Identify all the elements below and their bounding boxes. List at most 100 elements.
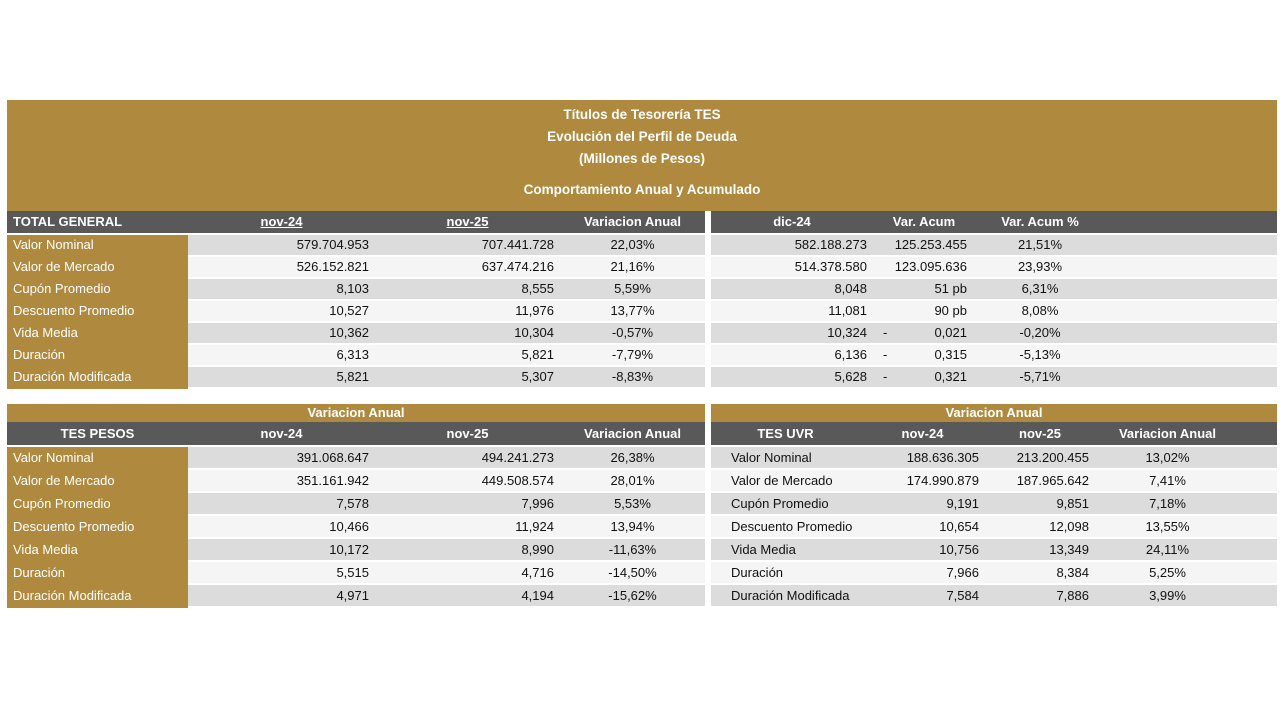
- cell-dic24: 514.378.580: [711, 257, 873, 279]
- row-label: Duración Modificada: [7, 585, 188, 608]
- row-label: Valor Nominal: [7, 235, 188, 257]
- table-title-total-general: TOTAL GENERAL: [7, 211, 188, 233]
- table-row: Duración Modificada 4,971 4,194 -15,62%: [7, 585, 705, 608]
- cell-nov25: 5,307: [375, 367, 560, 389]
- cell-variacion-anual: 21,16%: [560, 257, 705, 279]
- cell-empty: [1105, 323, 1277, 345]
- row-label: Descuento Promedio: [7, 516, 188, 539]
- row-label: Cupón Promedio: [711, 493, 860, 516]
- table-title-tes-pesos: TES PESOS: [7, 422, 188, 445]
- table-row: Cupón Promedio 8,103 8,555 5,59% 8,048 5…: [7, 279, 1277, 301]
- cell-empty: [1105, 301, 1277, 323]
- column-header-filler: [1105, 211, 1277, 233]
- table-row: Valor Nominal 579.704.953 707.441.728 22…: [7, 235, 1277, 257]
- row-label: Valor Nominal: [711, 447, 860, 470]
- table-row: Vida Media 10,172 8,990 -11,63%: [7, 539, 705, 562]
- var-acum-value: 0,021: [934, 325, 967, 340]
- cell-nov24: 7,584: [860, 585, 985, 608]
- row-label: Duración: [711, 562, 860, 585]
- cell-nov25: 11,976: [375, 301, 560, 323]
- row-label: Vida Media: [7, 539, 188, 562]
- table-row: Vida Media 10,362 10,304 -0,57% 10,324 -…: [7, 323, 1277, 345]
- tes-uvr-header-row: TES UVR nov-24 nov-25 Variacion Anual: [711, 422, 1277, 445]
- cell-variacion-anual: -14,50%: [560, 562, 705, 585]
- cell-empty: [1105, 345, 1277, 367]
- cell-nov24: 7,578: [188, 493, 375, 516]
- row-label: Valor Nominal: [7, 447, 188, 470]
- cell-variacion-anual: 7,41%: [1095, 470, 1240, 493]
- cell-nov25: 10,304: [375, 323, 560, 345]
- cell-nov25: 4,194: [375, 585, 560, 608]
- cell-nov24: 10,362: [188, 323, 375, 345]
- cell-empty: [1105, 257, 1277, 279]
- cell-variacion-anual: 13,02%: [1095, 447, 1240, 470]
- var-acum-value: 123.095.636: [894, 259, 967, 274]
- table-row: Valor de Mercado 526.152.821 637.474.216…: [7, 257, 1277, 279]
- cell-nov25: 637.474.216: [375, 257, 560, 279]
- accounting-minus-sign: -: [883, 369, 888, 384]
- cell-var-acum: - 0,315: [873, 345, 975, 367]
- cell-var-acum-pct: 21,51%: [975, 235, 1105, 257]
- tes-uvr-table: Variacion Anual TES UVR nov-24 nov-25 Va…: [711, 404, 1277, 608]
- cell-nov25: 8,555: [375, 279, 560, 301]
- table-row: Valor Nominal 391.068.647 494.241.273 26…: [7, 447, 705, 470]
- cell-var-acum-pct: -5,71%: [975, 367, 1105, 389]
- cell-dic24: 6,136: [711, 345, 873, 367]
- cell-nov24: 579.704.953: [188, 235, 375, 257]
- table-row: Duración 6,313 5,821 -7,79% 6,136 - 0,31…: [7, 345, 1277, 367]
- cell-nov25: 7,886: [985, 585, 1095, 608]
- accounting-minus-sign: [873, 301, 883, 321]
- cell-empty: [1240, 562, 1277, 585]
- cell-nov24: 9,191: [860, 493, 985, 516]
- row-label: Vida Media: [711, 539, 860, 562]
- cell-variacion-anual: -7,79%: [560, 345, 705, 367]
- cell-nov24: 10,466: [188, 516, 375, 539]
- row-label: Descuento Promedio: [7, 301, 188, 323]
- cell-nov25: 13,349: [985, 539, 1095, 562]
- var-acum-value: 90 pb: [934, 303, 967, 318]
- cell-empty: [1240, 516, 1277, 539]
- cell-variacion-anual: -15,62%: [560, 585, 705, 608]
- accounting-minus-sign: [873, 257, 883, 277]
- cell-variacion-anual: 13,55%: [1095, 516, 1240, 539]
- cell-var-acum: 90 pb: [873, 301, 975, 323]
- row-label: Duración Modificada: [711, 585, 860, 608]
- cell-var-acum: 123.095.636: [873, 257, 975, 279]
- cell-variacion-anual: 13,77%: [560, 301, 705, 323]
- cell-empty: [1240, 470, 1277, 493]
- cell-nov25: 187.965.642: [985, 470, 1095, 493]
- table-row: Vida Media 10,756 13,349 24,11%: [711, 539, 1277, 562]
- cell-dic24: 5,628: [711, 367, 873, 389]
- cell-nov25: 494.241.273: [375, 447, 560, 470]
- cell-nov25: 8,384: [985, 562, 1095, 585]
- cell-variacion-anual: 13,94%: [560, 516, 705, 539]
- table-row: Duración Modificada 7,584 7,886 3,99%: [711, 585, 1277, 608]
- cell-nov24: 5,821: [188, 367, 375, 389]
- cell-var-acum-pct: 8,08%: [975, 301, 1105, 323]
- var-acum-value: 0,315: [934, 347, 967, 362]
- column-header-variacion-anual: Variacion Anual: [560, 211, 705, 233]
- row-label: Valor de Mercado: [7, 257, 188, 279]
- cell-nov24: 7,966: [860, 562, 985, 585]
- cell-nov24: 10,654: [860, 516, 985, 539]
- cell-nov25: 4,716: [375, 562, 560, 585]
- cell-var-acum-pct: -0,20%: [975, 323, 1105, 345]
- cell-nov25: 707.441.728: [375, 235, 560, 257]
- column-header-nov-24: nov-24: [188, 422, 375, 445]
- row-label: Duración: [7, 345, 188, 367]
- cell-nov25: 11,924: [375, 516, 560, 539]
- report-subtitle: Evolución del Perfil de Deuda: [547, 129, 737, 144]
- row-label: Valor de Mercado: [711, 470, 860, 493]
- cell-nov24: 8,103: [188, 279, 375, 301]
- column-header-variacion-anual: Variacion Anual: [1095, 422, 1240, 445]
- table-row: Valor de Mercado 351.161.942 449.508.574…: [7, 470, 705, 493]
- column-header-nov-24: nov-24: [860, 422, 985, 445]
- accounting-minus-sign: -: [883, 347, 888, 362]
- row-label: Duración: [7, 562, 188, 585]
- cell-variacion-anual: 28,01%: [560, 470, 705, 493]
- cell-nov24: 174.990.879: [860, 470, 985, 493]
- cell-empty: [1240, 493, 1277, 516]
- total-general-header-row: TOTAL GENERAL nov-24 nov-25 Variacion An…: [7, 211, 1277, 233]
- column-header-var-acum: Var. Acum: [873, 211, 975, 233]
